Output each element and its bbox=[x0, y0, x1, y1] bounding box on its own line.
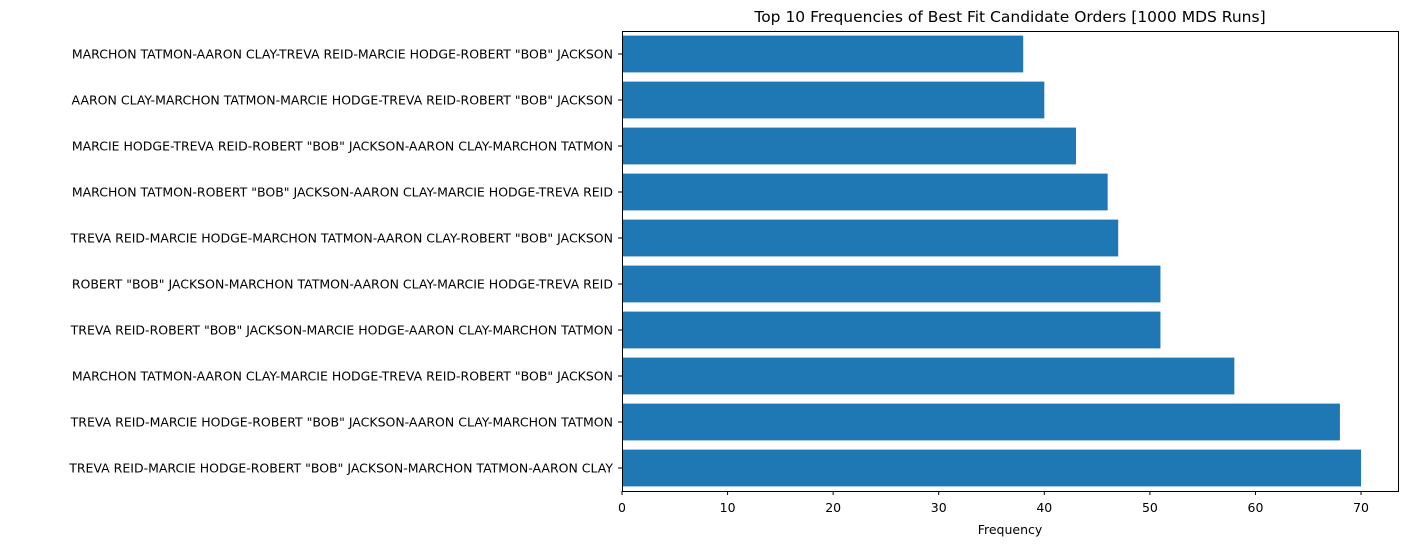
x-tick-label: 10 bbox=[720, 500, 736, 515]
bar bbox=[622, 357, 1235, 395]
bar bbox=[622, 265, 1161, 303]
x-tick-label: 60 bbox=[1248, 500, 1264, 515]
x-axis-ticks: 0 10 20 30 40 50 60 70 bbox=[618, 491, 1369, 515]
x-tick-label: 0 bbox=[618, 500, 626, 515]
bar bbox=[622, 81, 1045, 119]
bar bbox=[622, 311, 1161, 349]
bar bbox=[622, 35, 1024, 73]
bar bbox=[622, 403, 1340, 441]
bar bbox=[622, 449, 1362, 487]
category-label: TREVA REID-ROBERT "BOB" JACKSON-MARCIE H… bbox=[70, 323, 613, 338]
category-label: TREVA REID-MARCIE HODGE-ROBERT "BOB" JAC… bbox=[68, 461, 613, 476]
category-label: MARCHON TATMON-AARON CLAY-MARCIE HODGE-T… bbox=[72, 369, 613, 384]
chart-title: Top 10 Frequencies of Best Fit Candidate… bbox=[753, 8, 1265, 26]
x-tick-label: 50 bbox=[1142, 500, 1158, 515]
bar bbox=[622, 219, 1119, 257]
x-tick-label: 20 bbox=[825, 500, 841, 515]
x-axis-label: Frequency bbox=[978, 522, 1043, 537]
plot-frame bbox=[622, 31, 1399, 492]
category-label: TREVA REID-MARCIE HODGE-ROBERT "BOB" JAC… bbox=[70, 415, 613, 430]
x-tick-label: 70 bbox=[1353, 500, 1369, 515]
category-label: AARON CLAY-MARCHON TATMON-MARCIE HODGE-T… bbox=[72, 93, 613, 108]
category-label: MARCIE HODGE-TREVA REID-ROBERT "BOB" JAC… bbox=[72, 139, 613, 154]
category-label: MARCHON TATMON-AARON CLAY-TREVA REID-MAR… bbox=[72, 47, 613, 62]
category-label: MARCHON TATMON-ROBERT "BOB" JACKSON-AARO… bbox=[72, 185, 613, 200]
category-label: ROBERT "BOB" JACKSON-MARCHON TATMON-AARO… bbox=[72, 277, 613, 292]
category-label: TREVA REID-MARCIE HODGE-MARCHON TATMON-A… bbox=[70, 231, 613, 246]
category-labels: MARCHON TATMON-AARON CLAY-TREVA REID-MAR… bbox=[68, 47, 622, 476]
x-tick-label: 30 bbox=[931, 500, 947, 515]
bar bbox=[622, 127, 1076, 165]
bars-group bbox=[622, 35, 1362, 487]
bar bbox=[622, 173, 1108, 211]
x-tick-label: 40 bbox=[1036, 500, 1052, 515]
